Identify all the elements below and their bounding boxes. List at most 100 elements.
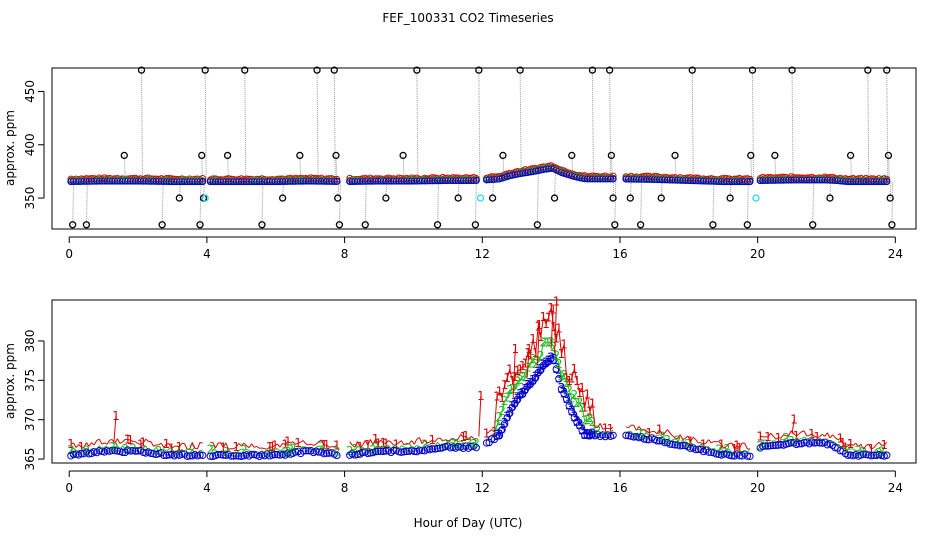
series-2-line: [798, 438, 802, 440]
series-1-line: [821, 433, 826, 437]
series-3-point: [472, 443, 480, 452]
series-2-line: [199, 449, 203, 452]
series-2-line: [811, 436, 815, 440]
series-1-line: [455, 438, 459, 442]
top-y-tick-label: 400: [23, 133, 37, 156]
series-3-point: [428, 445, 437, 453]
series-2-line: [145, 445, 149, 451]
outlier-point: [382, 194, 390, 202]
series-3-point: [247, 450, 256, 459]
series-1-line: [385, 440, 389, 444]
series-1-line: [460, 434, 464, 438]
series-3-label: 3: [511, 396, 519, 411]
series-1-line: [429, 439, 433, 443]
series-3-point: [482, 439, 491, 447]
series-2-line: [759, 441, 764, 447]
outlier-point: [826, 194, 834, 202]
connector-line: [812, 179, 815, 225]
series-1-line: [98, 438, 103, 445]
series-3-point: [679, 441, 687, 450]
series-2-line: [98, 445, 103, 450]
series-1-line: [305, 443, 309, 446]
series-2-line: [171, 448, 175, 452]
connector-line: [791, 70, 794, 180]
x-axis-label: Hour of Day (UTC): [414, 516, 523, 530]
series-3-point: [126, 447, 135, 455]
series-3-point: [216, 450, 225, 459]
series-2-line: [731, 451, 735, 454]
series-1-line: [731, 442, 735, 450]
series-2-line: [246, 448, 250, 451]
series-1-line: [672, 435, 676, 439]
series-1-line: [473, 438, 477, 442]
series-1-line: [548, 307, 552, 318]
series-1-line: [710, 441, 714, 444]
outlier-point: [809, 221, 817, 229]
bottom-x-tick-label: 4: [203, 481, 211, 495]
series-1-line: [788, 430, 792, 436]
series-1-line: [532, 338, 537, 354]
series-2-line: [566, 382, 570, 391]
series-1-line: [654, 431, 658, 435]
top-y-tick-label: 450: [23, 80, 37, 103]
series-3-point: [113, 447, 122, 455]
connector-line: [204, 70, 207, 182]
series-2-line: [163, 448, 167, 452]
series-2-line: [80, 447, 85, 451]
series-1-line: [160, 443, 165, 448]
series-1-line: [493, 396, 498, 433]
series-2-line: [321, 445, 325, 449]
series-2-line: [447, 440, 451, 443]
series-2-label: 2: [472, 436, 480, 450]
outlier-point: [611, 221, 619, 229]
series-2-line: [783, 437, 787, 441]
outlier-point: [550, 194, 559, 202]
outlier-point: [568, 151, 576, 160]
series-2-line: [579, 402, 583, 409]
series-3-label: 3: [531, 371, 539, 386]
connector-line: [519, 70, 522, 174]
series-1-line: [251, 443, 255, 448]
series-1-spike: [113, 415, 117, 442]
series-1-line: [643, 429, 647, 432]
series-1-line: [364, 440, 369, 446]
outlier-point: [399, 151, 407, 160]
top-x-tick-label: 4: [203, 247, 211, 261]
series-3-label: 3: [560, 386, 568, 401]
series-1-point: [199, 175, 207, 183]
series-1-line: [679, 434, 684, 441]
panel-top: 0 4 8 12 16 20 24 350 400 450 approx. ppm: [3, 66, 917, 261]
connector-line: [478, 70, 481, 181]
series-1-line: [418, 437, 423, 444]
series-1-line: [432, 439, 436, 443]
series-3-point: [511, 399, 519, 407]
top-x-axis: 0 4 8 12 16 20 24: [65, 236, 903, 261]
series-2-line: [548, 341, 552, 344]
series-3-point: [206, 452, 215, 460]
series-1-line: [106, 439, 111, 445]
series-1-line: [661, 432, 666, 436]
series-3-point: [219, 451, 227, 459]
connector-line: [591, 70, 594, 179]
series-1-line: [215, 442, 219, 449]
series-1-line: [452, 438, 456, 442]
outlier-point: [471, 221, 480, 229]
series-3-point: [704, 448, 713, 456]
series-1-line: [178, 443, 183, 448]
series-1-line: [501, 384, 506, 399]
series-2-line: [584, 419, 588, 422]
series-1-line: [677, 434, 681, 440]
outlier-point: [609, 194, 617, 202]
series-1-line: [524, 352, 529, 364]
connector-line: [474, 180, 477, 225]
series-1-line: [78, 444, 82, 448]
outlier-point: [313, 66, 321, 74]
series-3-label: 3: [513, 392, 521, 407]
series-3-point: [697, 445, 705, 453]
series-1-line: [310, 443, 314, 446]
series-1-line: [142, 438, 147, 444]
series-1-line: [73, 442, 77, 448]
series-1-label: 1: [549, 302, 557, 316]
series-1-line: [579, 387, 583, 394]
series-2-line: [746, 448, 751, 453]
